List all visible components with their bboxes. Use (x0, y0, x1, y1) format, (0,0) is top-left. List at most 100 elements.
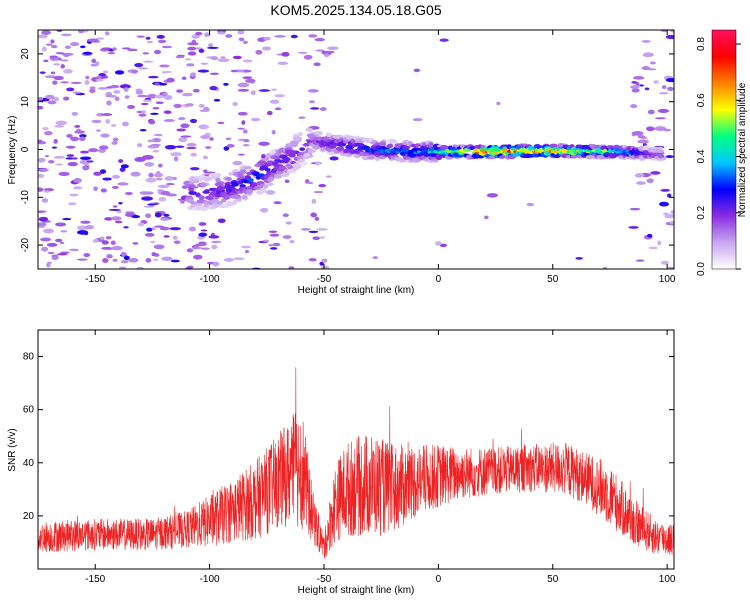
heatmap-ridge-cell (401, 145, 411, 150)
heatmap-cell (68, 202, 77, 206)
heatmap-cell (112, 258, 118, 262)
heatmap-cell (120, 260, 129, 264)
heatmap-cell (41, 30, 51, 36)
heatmap-cell (192, 88, 200, 93)
heatmap-cell (131, 69, 138, 74)
heatmap-ridge-cell (316, 131, 323, 136)
heatmap-cell (650, 171, 661, 175)
heatmap-ridge-cell (215, 172, 222, 177)
heatmap-ridge-cell (335, 146, 345, 151)
heatmap-cell (316, 228, 328, 231)
heatmap-cell (73, 178, 82, 183)
heatmap-ridge-cell (247, 178, 254, 183)
heatmap-cell (268, 230, 278, 234)
heatmap-ridge-cell (263, 157, 270, 161)
heatmap-cell (150, 240, 156, 243)
heatmap-cell (372, 256, 379, 260)
heatmap-cell (89, 88, 96, 94)
heatmap-cell (300, 228, 311, 231)
heatmap-ridge-cell (204, 189, 210, 194)
heatmap-ridge-cell (320, 147, 327, 152)
heatmap-cell (297, 51, 308, 54)
heatmap-cell (38, 187, 44, 192)
heatmap-cell (263, 36, 271, 41)
heatmap-cell (644, 87, 650, 91)
heatmap-cell (191, 34, 200, 39)
heatmap-cell (665, 155, 674, 159)
heatmap-ridge-cell (531, 153, 540, 157)
heatmap-cell (123, 255, 130, 261)
heatmap-cell (137, 143, 143, 148)
heatmap-cell (165, 183, 175, 186)
heatmap-cell (45, 94, 55, 100)
heatmap-ridge-cell (285, 163, 292, 168)
heatmap-cell (657, 240, 662, 246)
heatmap-cell (39, 71, 46, 74)
heatmap-cell (117, 182, 129, 186)
heatmap-cell (38, 97, 44, 101)
heatmap-cell (274, 107, 282, 111)
heatmap-cell (270, 247, 278, 250)
heatmap-cell (176, 128, 187, 132)
heatmap-ridge-cell (259, 188, 267, 194)
spectrogram-xtick-label: 0 (436, 274, 442, 285)
heatmap-cell (113, 90, 121, 94)
heatmap-cell (233, 257, 245, 261)
heatmap-cell (106, 100, 112, 106)
heatmap-ridge-cell (274, 173, 282, 179)
heatmap-cell (141, 196, 154, 201)
heatmap-cell (153, 133, 163, 137)
colorbar-gradient (712, 30, 736, 269)
heatmap-cell (269, 99, 280, 104)
heatmap-cell (268, 243, 274, 247)
heatmap-cell (163, 235, 170, 238)
heatmap-cell (38, 139, 43, 144)
snr-xtick-label: -150 (85, 574, 105, 585)
heatmap-cell (265, 190, 276, 195)
heatmap-cell (91, 58, 97, 64)
heatmap-cell (664, 213, 674, 219)
heatmap-cell (315, 161, 321, 166)
heatmap-cell (99, 236, 105, 240)
heatmap-cell (163, 70, 173, 73)
heatmap-cell (102, 177, 112, 181)
heatmap-cell (51, 146, 57, 149)
heatmap-cell (120, 251, 127, 257)
heatmap-ridge-cell (184, 180, 191, 185)
heatmap-cell (170, 259, 181, 263)
snr-ticks: -150 -100 -50 0 50 100 20 40 60 80 (23, 330, 676, 585)
heatmap-cell (65, 157, 74, 160)
heatmap-cell (193, 254, 203, 260)
heatmap-cell (99, 145, 109, 150)
heatmap-cell (226, 143, 235, 148)
heatmap-cell (212, 261, 220, 267)
heatmap-cell (66, 87, 75, 92)
heatmap-cell (310, 212, 317, 218)
heatmap-cell (308, 258, 317, 262)
heatmap-cell (318, 183, 327, 188)
heatmap-cell (319, 107, 327, 111)
heatmap-cell (80, 220, 91, 224)
heatmap-cell (68, 248, 80, 252)
heatmap-cell (250, 117, 261, 122)
heatmap-cell (663, 128, 672, 132)
spectrogram-xtick-label: -100 (200, 274, 220, 285)
heatmap-cell (658, 92, 669, 95)
heatmap-cell (96, 75, 103, 78)
snr-xtick-label: 0 (436, 574, 442, 585)
heatmap-cell (93, 171, 102, 176)
heatmap-cell (112, 205, 118, 208)
heatmap-cell (255, 49, 263, 55)
heatmap-cell (130, 171, 141, 177)
heatmap-cell (223, 146, 230, 151)
heatmap-cell (282, 235, 292, 239)
heatmap-cell (646, 126, 655, 132)
heatmap-cell (124, 191, 133, 196)
heatmap-cell (198, 103, 205, 108)
heatmap-cell (76, 230, 89, 235)
heatmap-cell (112, 47, 117, 51)
heatmap-ridge-cell (236, 190, 244, 194)
heatmap-cell (274, 94, 286, 98)
heatmap-cell (223, 82, 229, 86)
heatmap-cell (242, 76, 253, 80)
